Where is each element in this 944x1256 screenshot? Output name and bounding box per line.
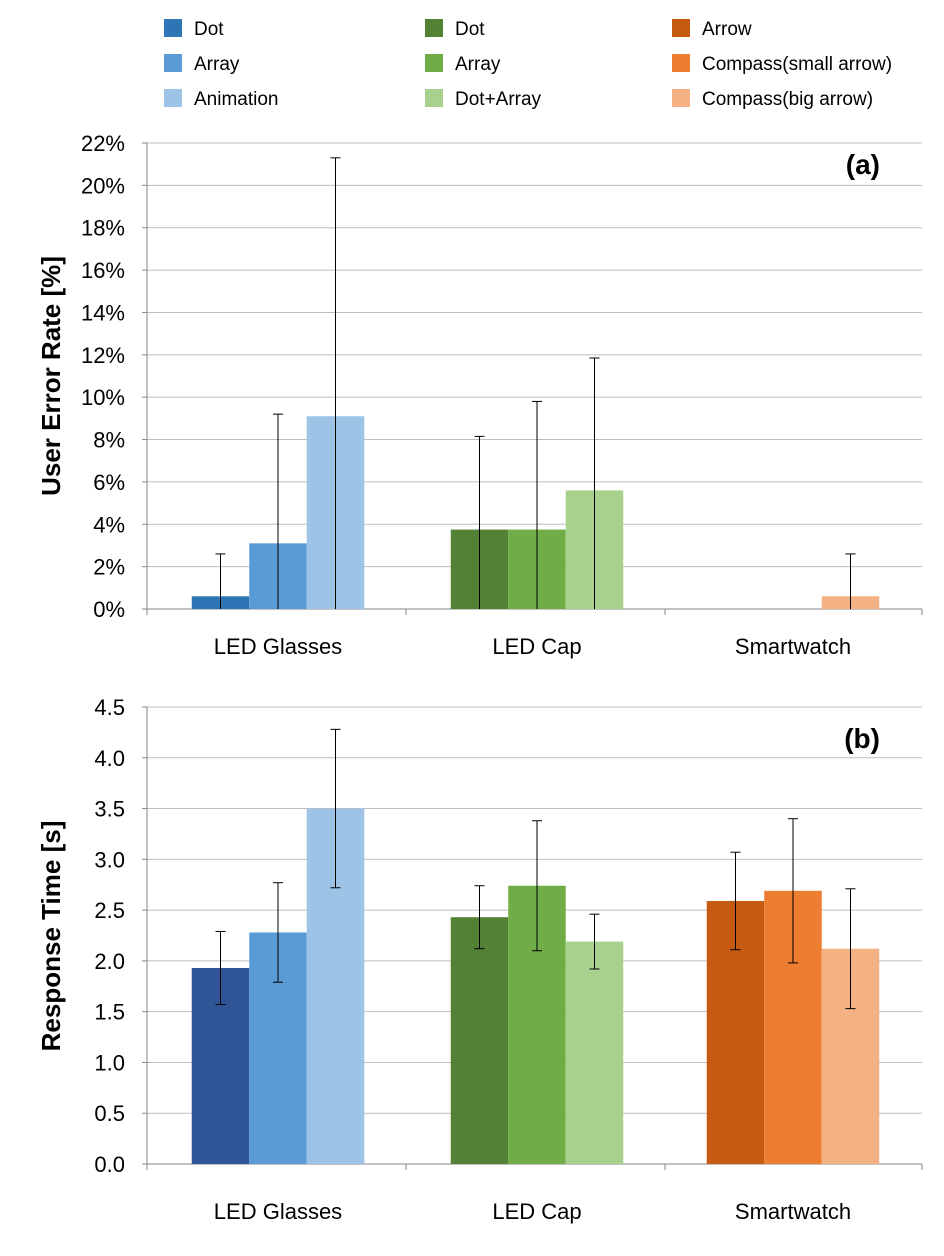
y-tick-label: 10% <box>81 385 125 410</box>
x-category-label: LED Glasses <box>214 1199 342 1224</box>
legend-swatch <box>672 89 690 107</box>
y-tick-label: 18% <box>81 216 125 241</box>
legend-item: Array <box>425 54 501 75</box>
legend-label: Array <box>455 54 501 75</box>
y-tick-label: 4.0 <box>94 746 125 771</box>
legend-item: Arrow <box>672 19 752 40</box>
y-tick-label: 0.0 <box>94 1152 125 1177</box>
x-category-label: Smartwatch <box>735 1199 851 1224</box>
legend-swatch <box>164 19 182 37</box>
legend-swatch <box>672 19 690 37</box>
y-tick-label: 14% <box>81 300 125 325</box>
y-tick-label: 4.5 <box>94 695 125 720</box>
y-tick-label: 1.0 <box>94 1050 125 1075</box>
legend-label: Compass(big arrow) <box>702 89 873 110</box>
legend-item: Dot <box>164 19 224 40</box>
y-tick-label: 4% <box>93 512 125 537</box>
y-tick-label: 3.5 <box>94 797 125 822</box>
y-tick-label: 20% <box>81 173 125 198</box>
legend-swatch <box>164 54 182 72</box>
bar <box>450 917 509 1164</box>
y-tick-label: 8% <box>93 428 125 453</box>
legend-item: Dot <box>425 19 485 40</box>
panel-label: (b) <box>844 723 880 754</box>
legend-swatch <box>425 89 443 107</box>
legend-label: Dot <box>194 19 224 40</box>
y-tick-label: 1.5 <box>94 1000 125 1025</box>
chart-panel-a: 0% 2% 4% 6% 8% 10% 12% 14% 16% 18% 20% 22% LED Glass… <box>36 131 923 659</box>
legend-item: Compass(small arrow) <box>672 54 892 75</box>
y-tick-label: 0.5 <box>94 1101 125 1126</box>
legend-item: Compass(big arrow) <box>672 89 873 110</box>
x-category-label: Smartwatch <box>735 634 851 659</box>
legend-label: Animation <box>194 89 279 110</box>
legend-label: Compass(small arrow) <box>702 54 892 75</box>
legend-swatch <box>425 54 443 72</box>
legend-swatch <box>164 89 182 107</box>
x-category-label: LED Cap <box>492 1199 581 1224</box>
x-category-label: LED Cap <box>492 634 581 659</box>
legend-label: Dot <box>455 19 485 40</box>
legend: Dot Array Animation Dot Array Dot+Array Arrow C… <box>164 19 892 110</box>
y-tick-label: 6% <box>93 470 125 495</box>
legend-swatch <box>672 54 690 72</box>
y-tick-label: 2% <box>93 555 125 580</box>
legend-item: Array <box>164 54 240 75</box>
y-axis-title: User Error Rate [%] <box>36 256 66 496</box>
y-tick-label: 12% <box>81 343 125 368</box>
y-tick-label: 2.5 <box>94 898 125 923</box>
chart-panel-b: 0.0 0.5 1.0 1.5 2.0 2.5 3.0 3.5 4.0 4.5 LED Glasse… <box>36 695 923 1224</box>
legend-label: Dot+Array <box>455 89 542 110</box>
legend-label: Array <box>194 54 240 75</box>
legend-item: Dot+Array <box>425 89 542 110</box>
legend-item: Animation <box>164 89 279 110</box>
y-tick-label: 2.0 <box>94 949 125 974</box>
y-tick-label: 0% <box>93 597 125 622</box>
y-axis-title: Response Time [s] <box>36 821 66 1052</box>
legend-label: Arrow <box>702 19 752 40</box>
y-tick-label: 22% <box>81 131 125 156</box>
panel-label: (a) <box>846 149 880 180</box>
legend-swatch <box>425 19 443 37</box>
x-category-label: LED Glasses <box>214 634 342 659</box>
y-tick-label: 3.0 <box>94 847 125 872</box>
y-tick-label: 16% <box>81 258 125 283</box>
bar <box>565 941 624 1164</box>
